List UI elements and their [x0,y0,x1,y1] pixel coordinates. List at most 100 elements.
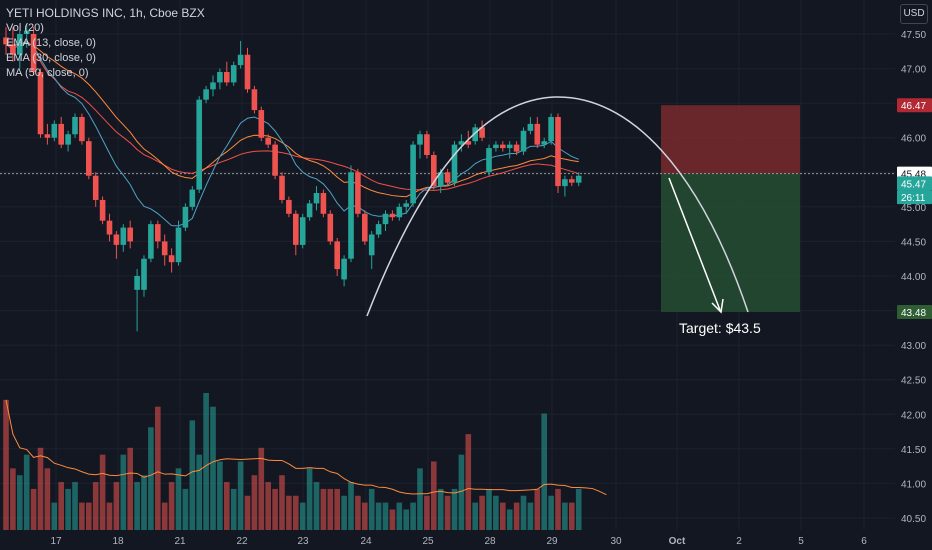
candle-body [17,34,23,55]
candle-body [51,123,58,138]
candle-body [368,234,375,256]
volume-bar [548,495,554,530]
volume-bar [120,454,127,530]
indicator-ema13[interactable]: EMA (13, close, 0) [6,37,96,49]
time-axis[interactable]: 17 18 21 22 23 24 25 28 29 30 Oct 2 5 6 [50,536,867,547]
candle-body [279,175,285,200]
volume-bar [362,502,368,530]
candle-body [548,116,554,142]
candle-body [382,213,389,225]
candle-body [389,213,396,218]
volume-bar [569,502,575,530]
candle-body [286,199,292,214]
volume-bar [327,488,334,530]
volume-bar [258,447,265,530]
volume-bar [417,468,423,530]
time-tick-label: 22 [236,536,248,547]
grid-lines [0,0,895,530]
volume-bar [293,495,299,530]
candle-body [555,116,561,187]
volume-bar [237,461,244,530]
candle-body [175,227,182,263]
indicator-ema30[interactable]: EMA (30, close, 0) [6,52,96,64]
candle-body [265,137,271,145]
candle-body [141,258,147,290]
candle-body [155,224,161,242]
price-tick-label: 47.00 [901,65,926,76]
price-tick-label: 46.00 [901,134,926,145]
volume-bar [368,488,375,530]
candle-body [210,82,216,90]
drawings[interactable] [366,96,749,317]
volume-bar [286,495,292,530]
candle-body [479,127,485,138]
price-tag-label: 26:11 [901,193,926,204]
volume-bar [493,495,499,530]
currency-button[interactable]: USD [900,4,928,24]
volume-bar [44,468,51,530]
price-tag [897,176,932,191]
stop-loss-zone [661,105,800,174]
volume-bar [272,488,278,530]
volume-bar [134,482,140,530]
candle-body [520,130,527,152]
volume-bar [106,502,113,530]
candle-body [3,37,9,45]
price-tag-label: 43.48 [901,308,926,319]
time-tick-label: 5 [798,536,804,547]
candle-body [203,89,209,100]
volume-bar [355,495,361,530]
time-tick-label: 23 [297,536,309,547]
volume-bar [527,502,534,530]
volume-bar [451,488,458,530]
symbol-title[interactable]: YETI HOLDINGS INC, 1h, Cboe BZX [6,6,205,20]
candlesticks [3,23,582,332]
ma50-line [5,40,579,191]
volume-bar [299,502,306,530]
price-tag [897,190,932,205]
volume-bar [3,399,9,530]
volume-bar [224,482,230,530]
candle-body [355,172,361,214]
candle-body [168,255,175,263]
indicator-volume[interactable]: Vol (20) [6,22,44,34]
candle-body [148,224,154,259]
candle-body [161,241,168,256]
candle-body [230,65,237,83]
indicator-ma50[interactable]: MA (50, close, 0) [6,67,89,79]
price-axis[interactable]: 47.5047.0046.5046.0045.5045.0044.5044.00… [895,0,932,550]
candle-body [79,116,85,142]
time-tick-label: 18 [112,536,124,547]
volume-bar [17,475,23,530]
price-tag-label: 45.48 [901,170,926,181]
candle-body [444,172,451,183]
candle-body [306,203,313,218]
time-tick-label: 30 [610,536,622,547]
price-tag [897,304,932,319]
volume-bar [541,413,547,530]
price-tick-label: 42.00 [901,410,926,421]
price-tag [897,98,932,113]
volume-bar [65,488,71,530]
long-short-position-tool[interactable] [0,105,895,312]
candle-body [58,123,64,145]
candle-body [403,203,409,207]
candle-body [534,123,541,145]
candle-body [65,134,71,145]
volume-bar [396,502,403,530]
volume-bar [86,502,92,530]
candle-body [348,172,354,259]
volume-bar [37,447,44,530]
candle-body [37,72,44,135]
price-tick-label: 47.50 [901,30,926,41]
volume-bar [210,406,216,530]
volume-bar [424,495,430,530]
candle-body [451,144,458,183]
volume-bar [127,447,133,530]
candle-body [424,134,430,155]
target-label: Target: $43.5 [679,320,761,336]
candle-body [244,54,251,90]
moving-average-lines [5,40,579,227]
